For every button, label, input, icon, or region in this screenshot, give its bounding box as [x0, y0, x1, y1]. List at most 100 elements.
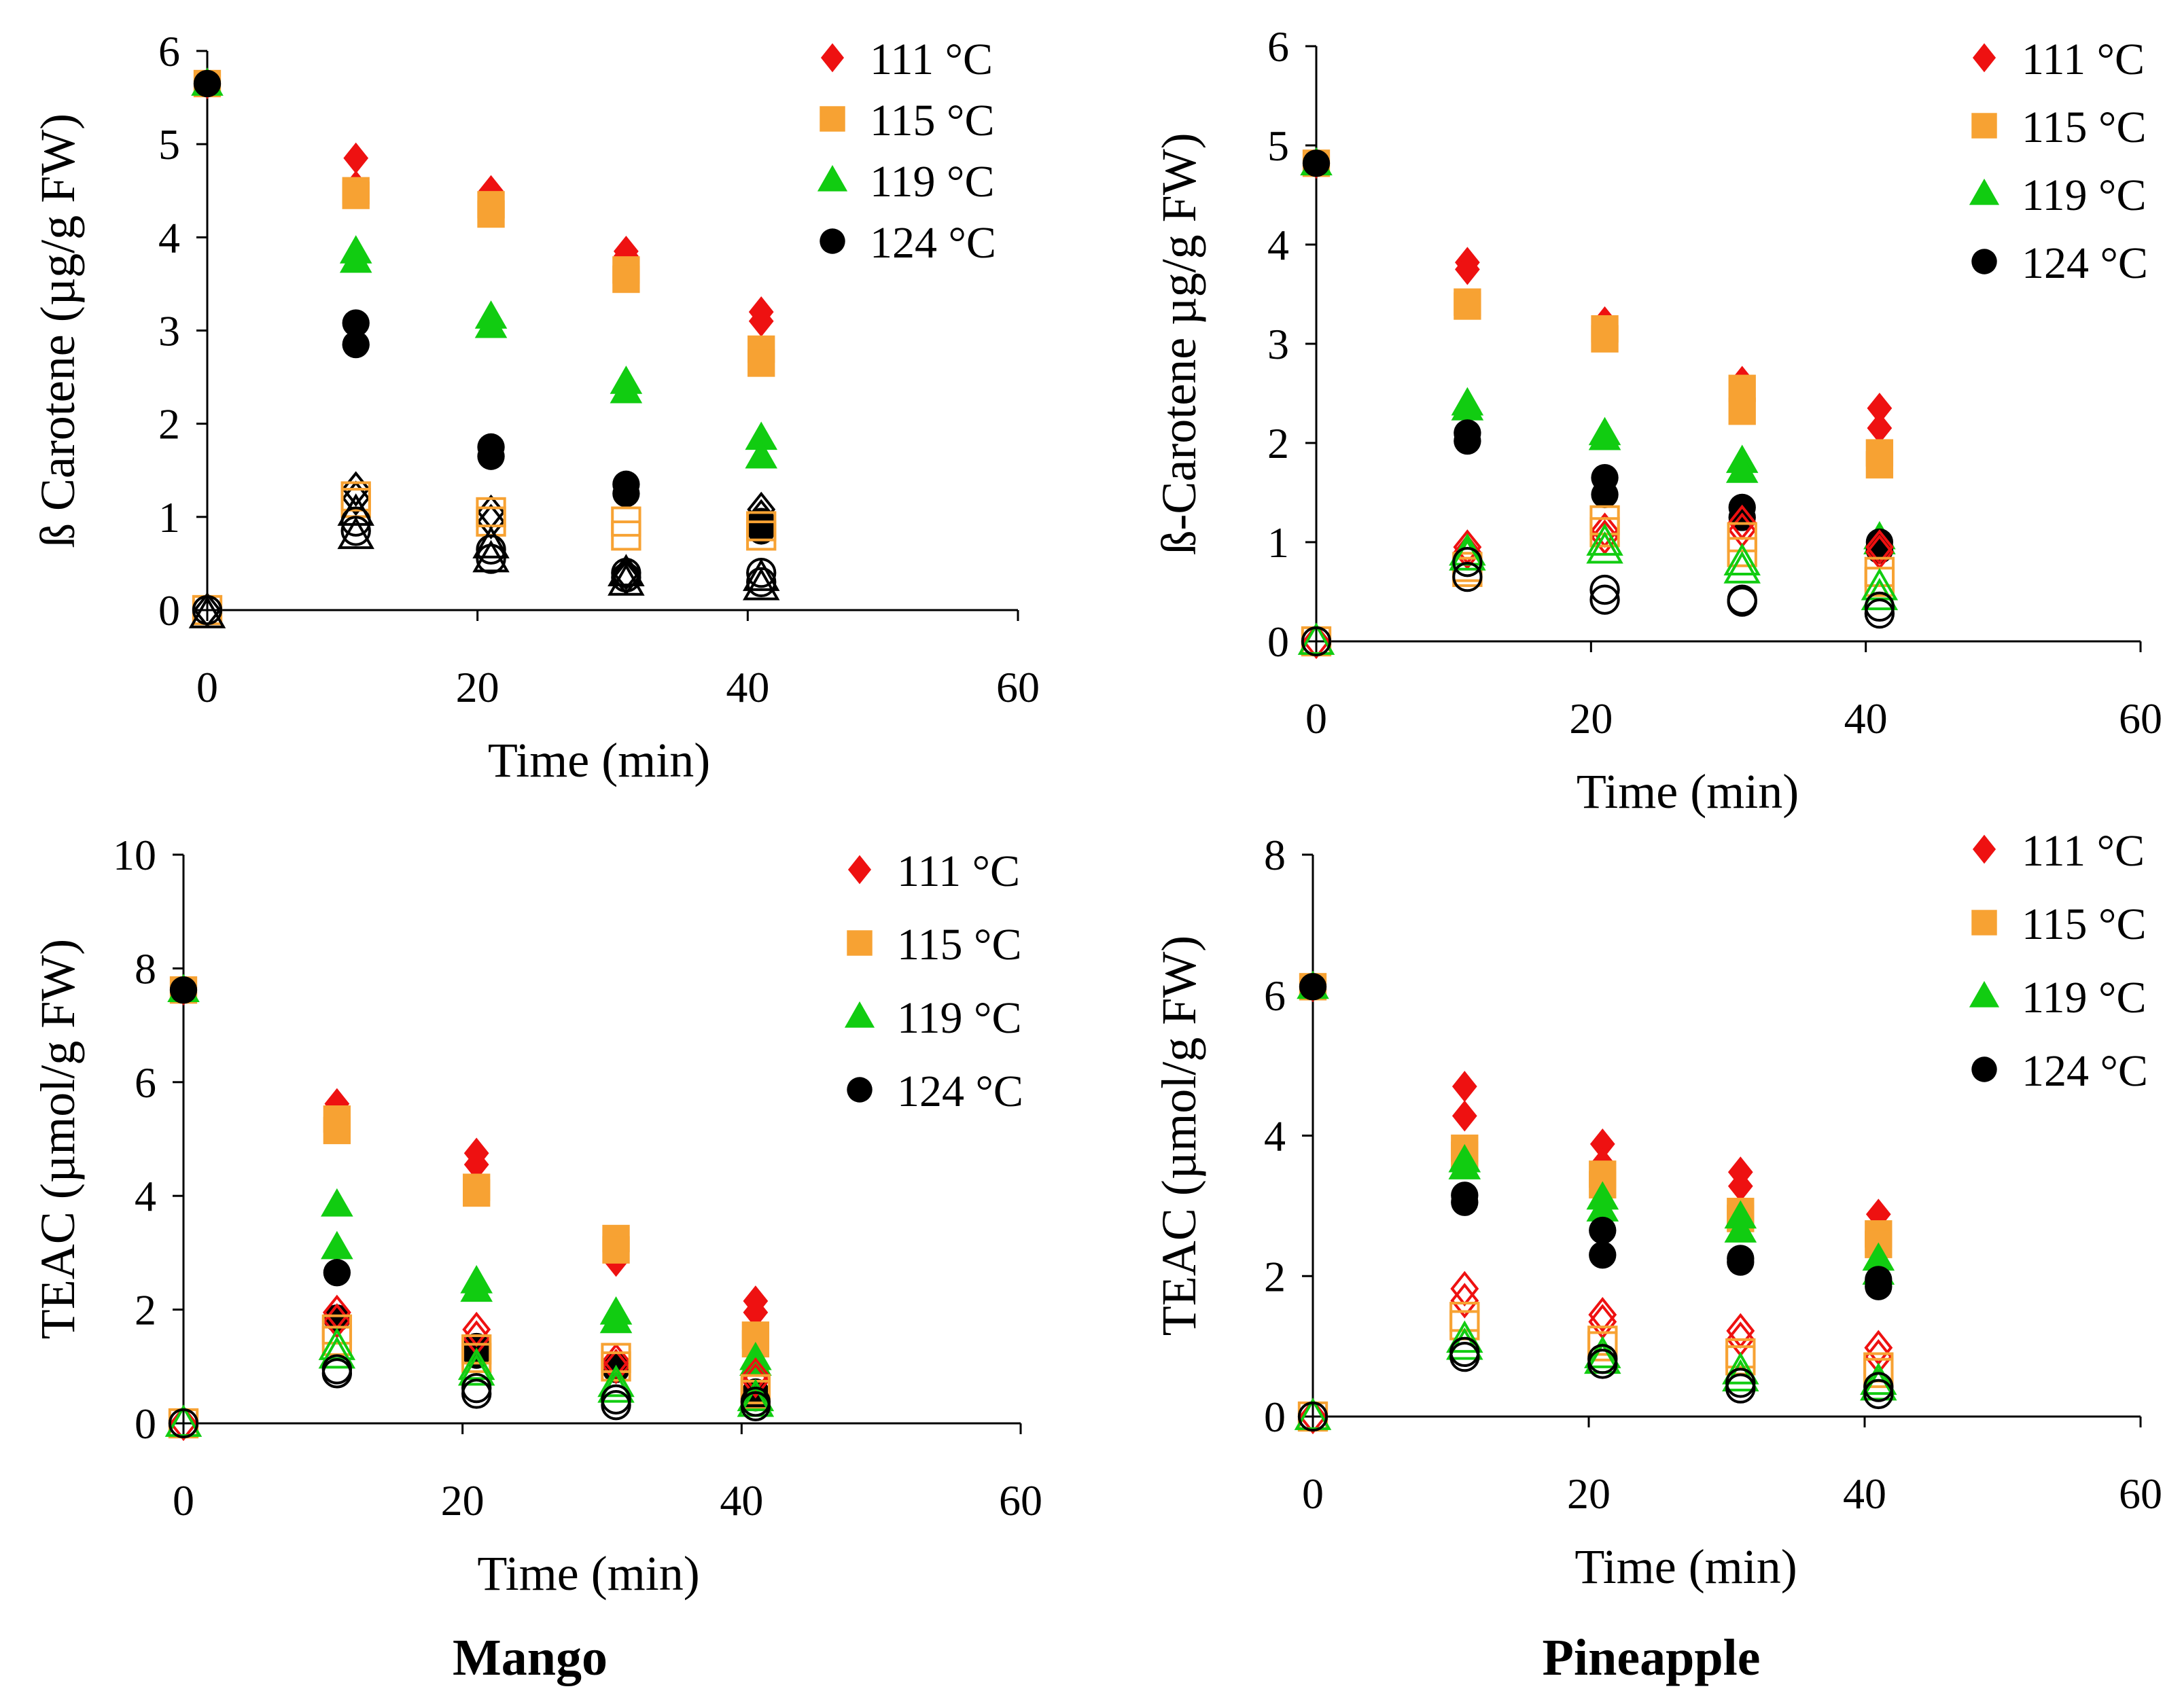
legend: 111 °C 115 °C 119 °C 124 °C: [844, 847, 1023, 1116]
data-point-circle: [476, 534, 506, 565]
data-point-circle: [192, 594, 223, 626]
data-point-circle: [601, 1384, 631, 1415]
data-point-triangle: [1586, 1193, 1619, 1222]
data-point-circle: [342, 330, 370, 359]
series-t119-open: [1297, 523, 1899, 655]
data-point-triangle: [599, 1304, 633, 1334]
legend-label: 111 °C: [2022, 826, 2145, 876]
y-axis-label: ß Carotene (µg/g FW): [31, 113, 85, 548]
legend: 111 °C 115 °C 119 °C 124 °C: [1969, 826, 2148, 1096]
data-point-circle: [1863, 1372, 1894, 1402]
data-point-diamond: [1726, 1313, 1755, 1349]
data-point-triangle: [597, 1364, 635, 1398]
legend-label: 119 °C: [897, 993, 1021, 1043]
data-point-square: [461, 1342, 492, 1373]
data-point-triangle: [1446, 1320, 1483, 1353]
data-point-circle: [601, 1390, 631, 1421]
y-tick-label: 2: [135, 1286, 156, 1334]
y-tick-label: 8: [135, 944, 156, 993]
chart-panel-mango-teac: 0 2 4 6 8 10 0 20 40 60 Time (min) TEAC (µmol/g FW)…: [31, 831, 1042, 1601]
legend: 111 °C 115 °C 119 °C 124 °C: [817, 35, 996, 268]
series-t115-filled: [193, 69, 775, 377]
data-point-triangle: [472, 526, 510, 558]
series-t124-open: [168, 1354, 771, 1439]
data-point-circle: [612, 480, 640, 508]
y-tick-label: 4: [1267, 221, 1289, 269]
data-point-circle: [1591, 480, 1619, 509]
x-axis-label: Time (min): [1574, 1540, 1797, 1594]
data-point-diamond: [476, 494, 506, 531]
legend-label: 119 °C: [2022, 171, 2146, 220]
series-t124-filled: [1302, 149, 1894, 564]
y-tick-label: 4: [1264, 1112, 1286, 1160]
legend-label: 115 °C: [897, 920, 1021, 969]
x-tick-label: 60: [2119, 694, 2162, 743]
y-tick-label: 0: [1264, 1393, 1286, 1441]
series-t111-filled: [1303, 147, 1893, 444]
series-t111-filled: [171, 974, 769, 1328]
legend-label: 124 °C: [2022, 1046, 2148, 1096]
data-point-triangle: [321, 1188, 353, 1217]
data-point-triangle: [1451, 392, 1484, 421]
data-point-diamond: [601, 1342, 631, 1379]
y-axis-label: TEAC (µmol/g FW): [1152, 936, 1206, 1336]
data-point-diamond: [1867, 412, 1893, 444]
y-tick-label: 2: [158, 400, 180, 448]
x-tick-label: 60: [996, 663, 1040, 711]
legend-marker-circle: [1971, 1056, 1997, 1082]
data-point-square: [463, 1179, 491, 1207]
data-point-circle: [1863, 1378, 1894, 1410]
data-point-circle: [1589, 584, 1620, 615]
data-point-circle: [340, 506, 371, 537]
y-tick-label: 4: [135, 1172, 156, 1220]
legend-marker-triangle: [1969, 980, 2000, 1008]
data-point-circle: [193, 69, 222, 98]
data-point-diamond: [601, 1349, 631, 1385]
data-point-diamond: [1867, 392, 1893, 424]
y-tick-label: 0: [135, 1400, 156, 1448]
legend-label: 124 °C: [870, 218, 996, 268]
series-t124-filled: [193, 69, 775, 545]
x-axis-label: Time (min): [488, 733, 710, 787]
y-tick-label: 3: [1267, 320, 1289, 368]
data-point-square: [611, 520, 641, 551]
data-point-diamond: [1590, 519, 1619, 555]
x-axis-label: Time (min): [477, 1546, 699, 1601]
legend-label: 115 °C: [870, 96, 994, 145]
y-tick-label: 10: [113, 831, 156, 879]
x-tick-label: 60: [2119, 1470, 2162, 1518]
data-point-circle: [1589, 1216, 1617, 1245]
data-point-square: [1728, 397, 1756, 425]
x-tick-label: 0: [196, 663, 218, 711]
data-point-triangle: [745, 440, 778, 469]
x-tick-label: 20: [456, 663, 499, 711]
legend-label: 119 °C: [2022, 973, 2146, 1022]
data-point-triangle: [1448, 1151, 1481, 1179]
legend-marker-square: [1971, 113, 1997, 139]
legend-marker-diamond: [847, 855, 872, 885]
data-point-diamond: [1450, 1283, 1479, 1319]
legend-label: 111 °C: [2022, 35, 2145, 84]
caption-pineapple: Pineapple: [1543, 1629, 1761, 1686]
x-tick-label: 0: [1305, 694, 1327, 743]
data-point-triangle: [1723, 543, 1761, 576]
data-point-triangle: [1723, 551, 1761, 584]
data-point-triangle: [1449, 538, 1486, 571]
data-point-diamond: [747, 491, 776, 528]
legend-marker-triangle: [1969, 178, 2000, 205]
data-point-square: [1863, 1357, 1894, 1389]
legend-marker-diamond: [1972, 43, 1996, 73]
data-point-triangle: [460, 1273, 493, 1302]
data-point-diamond: [1453, 534, 1482, 570]
x-tick-label: 40: [1844, 694, 1888, 743]
legend-label: 124 °C: [2022, 238, 2148, 288]
data-point-triangle: [610, 374, 643, 404]
y-tick-label: 5: [1267, 122, 1289, 170]
y-axis-label: TEAC (µmol/g FW): [31, 939, 85, 1339]
y-tick-label: 0: [158, 586, 180, 635]
data-point-square: [476, 497, 506, 528]
data-point-triangle: [457, 1347, 495, 1381]
data-point-circle: [1864, 598, 1895, 629]
data-point-diamond: [743, 1296, 769, 1328]
